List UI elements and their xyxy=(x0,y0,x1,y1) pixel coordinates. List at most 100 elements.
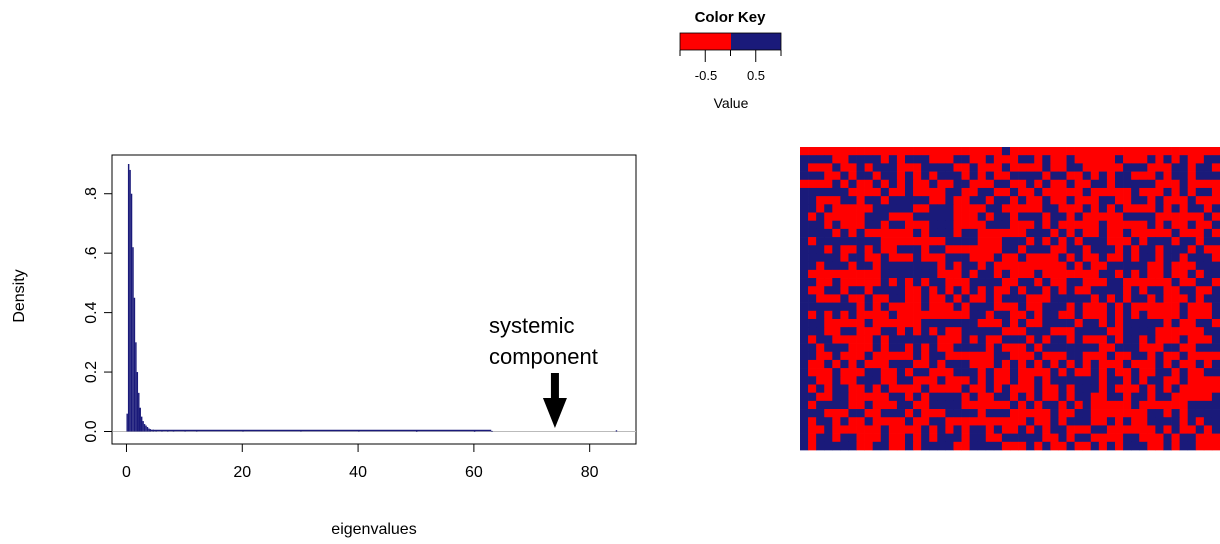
heatmap-cell xyxy=(1042,376,1051,385)
heatmap-cell xyxy=(1010,327,1019,336)
heatmap-cell xyxy=(953,187,962,197)
heatmap-cell xyxy=(864,335,874,344)
heatmap-cell xyxy=(880,179,890,189)
heatmap-cell xyxy=(985,261,995,271)
heatmap-cell xyxy=(808,294,817,303)
heatmap-cell xyxy=(993,147,1003,156)
heatmap-cell xyxy=(1211,417,1220,426)
heatmap-cell xyxy=(905,228,914,238)
x-axis: 0 20 40 60 80 xyxy=(122,443,599,481)
heatmap-cell xyxy=(1042,417,1051,426)
heatmap-cell xyxy=(953,147,962,156)
heatmap-cell xyxy=(1082,196,1092,205)
heatmap-cell xyxy=(1131,433,1140,443)
heatmap-cell xyxy=(896,417,906,426)
heatmap-cell xyxy=(993,294,1003,303)
heatmap-cell xyxy=(840,220,849,230)
heatmap-cell xyxy=(1203,187,1213,197)
heatmap-chart xyxy=(800,147,1220,451)
heatmap-cell xyxy=(1155,204,1164,213)
heatmap-cell xyxy=(921,187,930,197)
heatmap-cell xyxy=(1058,425,1067,434)
heatmap-cell xyxy=(832,187,841,197)
heatmap-cell xyxy=(1001,204,1011,213)
heatmap-cell xyxy=(856,171,865,181)
heatmap-cell xyxy=(824,318,833,328)
heatmap-cell xyxy=(1139,384,1148,394)
heatmap-cell xyxy=(1018,204,1027,213)
heatmap-cell xyxy=(800,359,809,369)
heatmap-cell xyxy=(816,187,825,197)
histogram-bar xyxy=(127,164,130,432)
heatmap-cell xyxy=(1074,310,1084,320)
heatmap-cell xyxy=(929,179,938,189)
heatmap-cell xyxy=(977,409,987,418)
heatmap-cell xyxy=(1179,204,1189,213)
heatmap-cell xyxy=(1026,278,1035,287)
heatmap-cell xyxy=(1211,335,1220,344)
heatmap-cell xyxy=(977,392,987,402)
heatmap-cell xyxy=(929,327,938,336)
heatmap-cell xyxy=(856,318,865,328)
heatmap-cell xyxy=(888,196,898,205)
heatmap-cell xyxy=(896,196,906,205)
heatmap-cell xyxy=(1090,179,1100,189)
heatmap-cell xyxy=(1042,204,1051,213)
heatmap-cell xyxy=(1163,286,1172,295)
heatmap-cell xyxy=(1026,302,1035,312)
heatmap-cell xyxy=(1147,400,1156,410)
heatmap-cell xyxy=(1139,155,1148,164)
heatmap-cell xyxy=(937,327,946,336)
heatmap-cell xyxy=(1163,147,1172,156)
heatmap-cell xyxy=(1042,392,1051,402)
heatmap-cell xyxy=(888,237,898,246)
heatmap-cell xyxy=(929,294,938,303)
heatmap-cell xyxy=(1106,335,1116,344)
heatmap-cell xyxy=(953,220,962,230)
heatmap-cell xyxy=(832,359,841,369)
heatmap-cell xyxy=(985,253,995,262)
heatmap-cell xyxy=(1001,359,1011,369)
heatmap-cell xyxy=(848,245,857,254)
heatmap-cell xyxy=(1098,269,1108,279)
heatmap-cell xyxy=(1155,187,1164,197)
heatmap-cell xyxy=(1179,253,1189,262)
heatmap-cell xyxy=(1187,163,1197,172)
heatmap-cell xyxy=(1090,212,1100,222)
heatmap-cell xyxy=(1098,220,1108,230)
heatmap-cell xyxy=(1211,409,1220,418)
heatmap-cell xyxy=(937,179,946,189)
heatmap-cell xyxy=(993,425,1003,434)
heatmap-cell xyxy=(800,318,809,328)
heatmap-cell xyxy=(1026,261,1035,271)
heatmap-cell xyxy=(1050,294,1059,303)
heatmap-cell xyxy=(1074,245,1084,254)
heatmap-cell xyxy=(1106,376,1116,385)
heatmap-cell xyxy=(848,228,857,238)
heatmap-cell xyxy=(1171,425,1180,434)
heatmap-cell xyxy=(1123,327,1132,336)
heatmap-cell xyxy=(1058,392,1067,402)
heatmap-cell xyxy=(1001,278,1011,287)
heatmap-cell xyxy=(1098,400,1108,410)
heatmap-cell xyxy=(1050,253,1059,262)
heatmap-cell xyxy=(1001,261,1011,271)
heatmap-cell xyxy=(1026,318,1035,328)
heatmap-cell xyxy=(921,335,930,344)
heatmap-cell xyxy=(1042,261,1051,271)
heatmap-cell xyxy=(1163,163,1172,172)
heatmap-cell xyxy=(1115,196,1124,205)
heatmap-cell xyxy=(1139,212,1148,222)
heatmap-cell xyxy=(1155,327,1164,336)
heatmap-cell xyxy=(1058,179,1067,189)
heatmap-cell xyxy=(1131,212,1140,222)
heatmap-cell xyxy=(800,376,809,385)
heatmap-cell xyxy=(1115,384,1124,394)
heatmap-cell xyxy=(1203,220,1213,230)
heatmap-cell xyxy=(1034,392,1043,402)
heatmap-cell xyxy=(1195,409,1205,418)
heatmap-cell xyxy=(1147,384,1156,394)
heatmap-cell xyxy=(1098,318,1108,328)
heatmap-cell xyxy=(1018,171,1027,181)
heatmap-cell xyxy=(1131,376,1140,385)
